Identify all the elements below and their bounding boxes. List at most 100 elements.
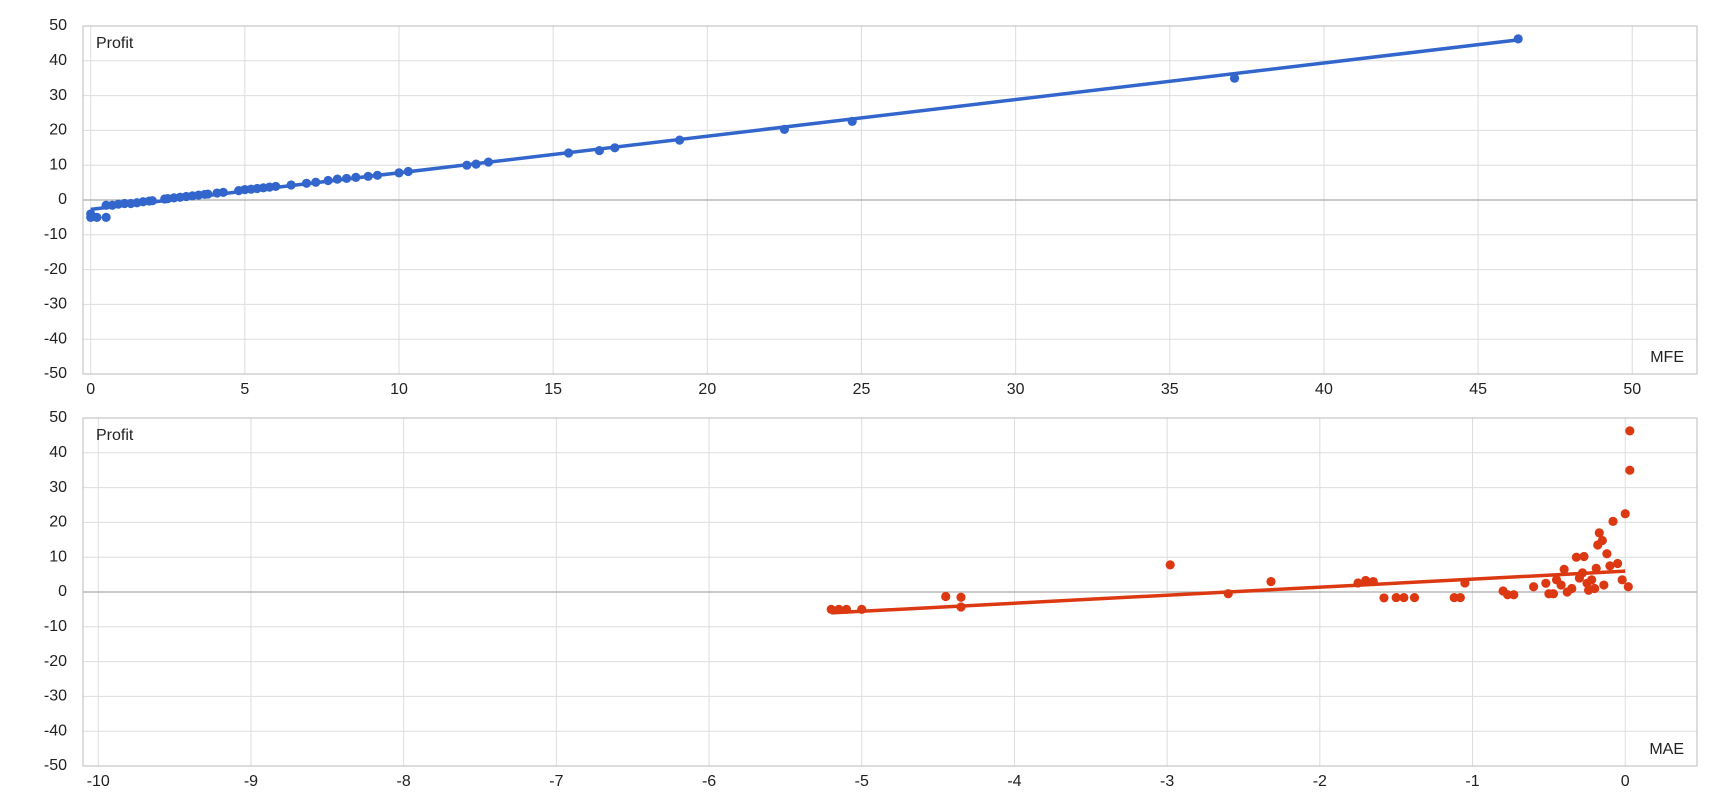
y-tick-label: -20 [44, 653, 67, 670]
point [1361, 575, 1371, 586]
point [147, 196, 157, 206]
point [372, 170, 383, 180]
point [1571, 552, 1581, 562]
x-tick-label: 10 [390, 381, 408, 398]
y-tick-label: 40 [49, 52, 67, 69]
x-tick-label: 30 [1007, 381, 1025, 398]
point [1599, 580, 1609, 590]
y-tick-label: -50 [44, 365, 67, 382]
chart: -50 -40 -30 -20 -10 0 10 20 30 40 50 0 5 10 15 20 25 30 35… [44, 17, 1698, 398]
point [271, 181, 281, 192]
x-tick-label: 45 [1469, 381, 1487, 398]
point [462, 160, 472, 170]
point [1591, 563, 1601, 573]
point [101, 212, 111, 222]
point [610, 143, 620, 153]
y-tick-label: 40 [49, 444, 67, 461]
point [1353, 578, 1363, 588]
y-tick-label: -50 [44, 757, 67, 774]
point [1379, 593, 1389, 603]
x-tick-label: -6 [702, 773, 716, 790]
point [351, 172, 361, 182]
point [1579, 551, 1589, 562]
point [1577, 568, 1588, 578]
y-tick-label: 20 [49, 122, 67, 139]
point [1559, 564, 1569, 574]
x-tick-label: 15 [544, 381, 562, 398]
y-tick-label: -10 [44, 618, 67, 635]
y-tick-label: -40 [44, 330, 67, 347]
point [1455, 592, 1465, 603]
point [1223, 589, 1233, 599]
x-tick-label: 5 [240, 381, 249, 398]
point [1556, 580, 1566, 590]
plot-frame [82, 417, 1698, 767]
x-tick-label: -3 [1160, 773, 1174, 790]
x-tick-label: -7 [549, 773, 563, 790]
point [1587, 575, 1597, 585]
point [1266, 576, 1276, 587]
y-tick-label: -40 [44, 722, 67, 739]
point [1625, 465, 1635, 475]
x-tick-label: -10 [87, 773, 110, 790]
point [857, 604, 867, 615]
point [1594, 528, 1604, 538]
point [286, 180, 296, 190]
point [1567, 583, 1577, 594]
point [1399, 592, 1409, 603]
y-tick-label: 20 [49, 514, 67, 531]
point [1597, 535, 1607, 546]
point [956, 602, 966, 612]
point [403, 166, 413, 177]
point [1620, 509, 1630, 519]
x-axis-label: MAE [1649, 741, 1684, 758]
point [363, 171, 373, 181]
point [1509, 590, 1519, 600]
point [342, 173, 352, 184]
y-tick-label: 50 [49, 17, 67, 34]
point [941, 591, 951, 602]
x-tick-label: 25 [853, 381, 871, 398]
x-tick-label: -9 [244, 773, 258, 790]
y-tick-label: 50 [49, 409, 67, 426]
y-tick-label: -30 [44, 688, 67, 705]
point [594, 145, 605, 156]
y-tick-label: 0 [58, 191, 67, 208]
y-tick-label: 30 [49, 479, 67, 496]
point [1368, 576, 1378, 587]
point [203, 189, 213, 199]
x-tick-label: 35 [1161, 381, 1179, 398]
point [1409, 592, 1420, 603]
point [311, 177, 321, 187]
point [956, 592, 966, 602]
point [563, 148, 574, 158]
x-tick-label: -2 [1313, 773, 1327, 790]
x-tick-label: -8 [397, 773, 411, 790]
point [1608, 516, 1618, 526]
y-tick-label: 0 [58, 583, 67, 600]
point [471, 159, 481, 169]
point [1541, 578, 1551, 588]
point [847, 116, 857, 126]
x-axis-label: MFE [1650, 349, 1684, 366]
point [1590, 583, 1600, 594]
point [483, 157, 494, 167]
y-tick-label: 30 [49, 87, 67, 104]
y-tick-label: 10 [49, 156, 67, 173]
point [1165, 560, 1175, 570]
point [826, 604, 836, 615]
y-axis-label: Profit [96, 35, 134, 52]
point [1460, 578, 1470, 588]
y-axis-label: Profit [96, 427, 134, 444]
x-tick-label: 0 [1621, 773, 1630, 790]
x-tick-label: -4 [1007, 773, 1021, 790]
x-tick-label: -1 [1465, 773, 1479, 790]
x-tick-label: 20 [698, 381, 716, 398]
point [779, 124, 790, 134]
point [1602, 549, 1612, 559]
point [841, 604, 852, 615]
point [1548, 589, 1559, 599]
point [1605, 561, 1615, 571]
